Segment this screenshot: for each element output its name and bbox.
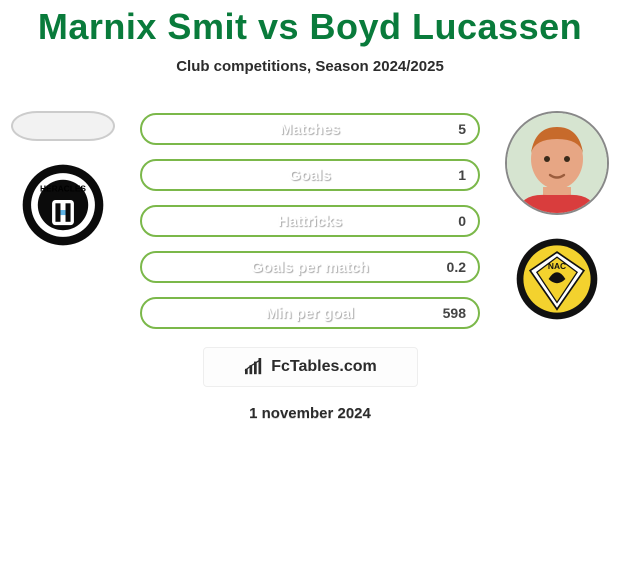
player-left-avatar	[11, 111, 115, 141]
club-right-crest: NAC	[515, 237, 599, 321]
stat-value-right: 5	[458, 121, 466, 137]
title-vs: vs	[258, 6, 299, 47]
stat-bar: Min per goal 598	[140, 297, 480, 329]
chart-icon	[243, 358, 265, 376]
stat-bar: Goals 1	[140, 159, 480, 191]
stat-label: Goals	[289, 167, 331, 184]
title-player2: Boyd Lucassen	[310, 6, 583, 47]
stat-label: Goals per match	[251, 259, 369, 276]
stat-label: Hattricks	[278, 213, 342, 230]
stat-bars: Matches 5 Goals 1 Hattricks 0 Goals per match 0…	[140, 105, 480, 329]
stat-label: Matches	[280, 121, 340, 138]
title-player1: Marnix Smit	[38, 6, 248, 47]
page-title: Marnix Smit vs Boyd Lucassen	[0, 6, 620, 48]
nac-icon: NAC	[515, 237, 599, 321]
subtitle: Club competitions, Season 2024/2025	[0, 58, 620, 75]
player-right-column: NAC	[502, 111, 612, 321]
svg-text:NAC: NAC	[548, 261, 566, 271]
date-text: 1 november 2024	[0, 405, 620, 422]
stat-value-right: 0.2	[447, 259, 466, 275]
stat-label: Min per goal	[266, 305, 354, 322]
player-right-avatar	[505, 111, 609, 215]
heracles-icon: HERACLES	[21, 163, 105, 247]
watermark-text: FcTables.com	[271, 358, 377, 376]
comparison-panel: HERACLES	[0, 105, 620, 422]
stat-bar: Goals per match 0.2	[140, 251, 480, 283]
svg-text:HERACLES: HERACLES	[40, 184, 86, 194]
stat-bar: Hattricks 0	[140, 205, 480, 237]
stat-bar: Matches 5	[140, 113, 480, 145]
watermark-box: FcTables.com	[203, 347, 418, 387]
player-face-icon	[507, 113, 607, 213]
stat-value-right: 1	[458, 167, 466, 183]
stat-value-right: 0	[458, 213, 466, 229]
club-left-crest: HERACLES	[21, 163, 105, 247]
player-left-column: HERACLES	[8, 111, 118, 247]
stat-value-right: 598	[443, 305, 466, 321]
